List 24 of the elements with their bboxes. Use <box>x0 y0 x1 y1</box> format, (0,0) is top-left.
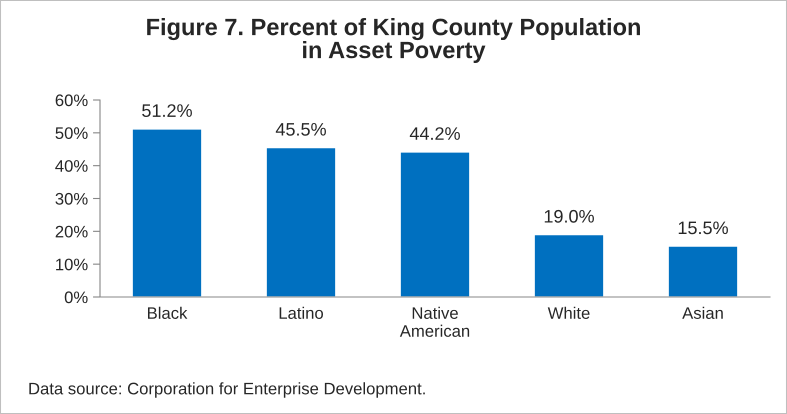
source-note: Data source: Corporation for Enterprise Development. <box>29 382 425 398</box>
y-tick-label: 30% <box>55 192 88 205</box>
data-label: 51.2% <box>142 104 192 117</box>
x-tick-label: Black <box>148 306 188 319</box>
bar <box>131 128 203 297</box>
bar <box>533 234 605 297</box>
data-label: 44.2% <box>410 127 460 140</box>
data-label: 15.5% <box>678 222 728 234</box>
data-label: 19.0% <box>544 210 594 223</box>
x-tick-label: Native American <box>400 306 470 337</box>
y-tick-label: 60% <box>56 94 88 106</box>
bar <box>667 245 739 297</box>
bar <box>399 151 471 297</box>
y-tick-label: 10% <box>56 258 88 270</box>
x-tick-label: Latino <box>280 306 324 319</box>
x-tick-label: Asian <box>682 306 723 319</box>
x-tick-label: White <box>548 306 590 319</box>
data-label: 45.5% <box>276 123 326 136</box>
chart-title: Figure 7. Percent of King County Population in Asset Poverty <box>147 18 640 63</box>
y-tick-label: 0% <box>64 291 88 304</box>
y-tick-label: 40% <box>55 160 88 172</box>
bar <box>265 146 337 297</box>
y-tick-label: 20% <box>56 226 88 238</box>
y-tick-label: 50% <box>56 127 88 140</box>
